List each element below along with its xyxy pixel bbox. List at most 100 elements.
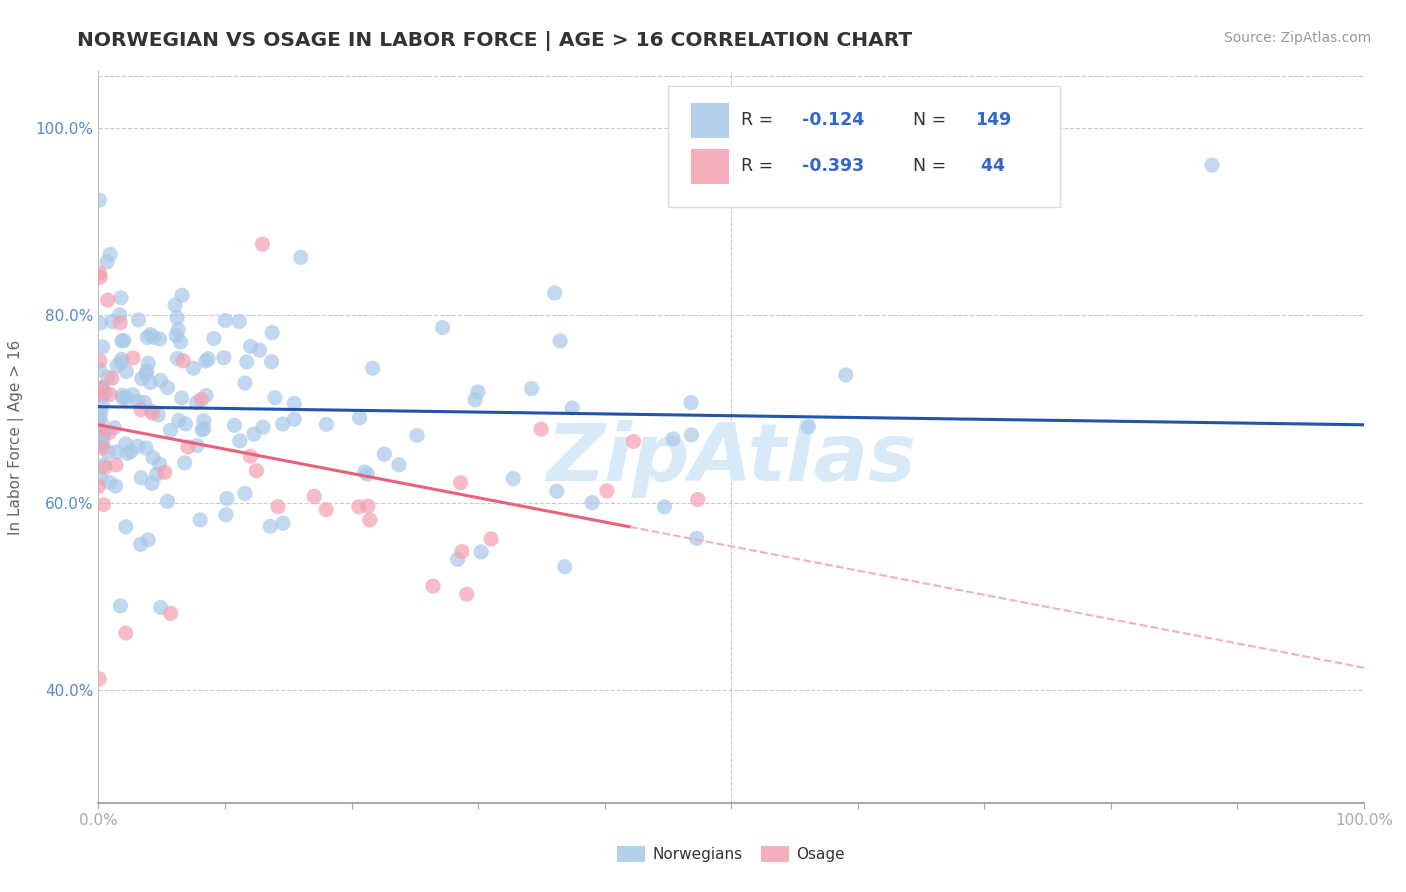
Point [104,479,127,493]
Point [243,427,266,442]
Point [290,251,312,265]
Point [139,327,162,342]
Point [91,435,114,450]
Point [115,391,138,405]
Point [166,310,188,325]
Point [110,352,132,367]
Point [446,552,468,566]
Point [194,354,217,368]
Legend: Norwegians, Osage: Norwegians, Osage [612,840,851,868]
Point [156,381,179,395]
Point [252,420,274,434]
Point [141,476,163,491]
Point [136,356,159,370]
Point [108,308,131,322]
Point [87,411,110,425]
Point [91,389,114,403]
Point [167,322,190,336]
Point [195,389,218,403]
Point [183,361,205,376]
Point [432,320,454,334]
Point [89,354,111,368]
Text: -0.124: -0.124 [801,112,865,129]
Point [135,364,157,378]
Point [149,373,172,387]
Point [271,516,294,530]
Point [681,395,703,409]
Text: N =: N = [914,158,952,176]
Point [165,298,187,312]
Point [235,355,257,369]
Point [127,439,149,453]
Point [94,386,117,401]
Point [353,465,375,479]
Point [271,417,294,431]
Text: NORWEGIAN VS OSAGE IN LABOR FORCE | AGE > 16 CORRELATION CHART: NORWEGIAN VS OSAGE IN LABOR FORCE | AGE … [77,31,912,51]
Point [267,500,290,514]
Point [91,340,114,354]
Point [141,404,163,418]
Point [136,330,159,344]
Point [128,313,150,327]
Point [249,343,271,358]
Point [111,388,134,402]
Y-axis label: In Labor Force | Age > 16: In Labor Force | Age > 16 [8,340,24,534]
Text: R =: R = [741,158,779,176]
Point [153,466,176,480]
Point [681,427,703,442]
Text: Source: ZipAtlas.com: Source: ZipAtlas.com [1223,31,1371,45]
Point [188,513,211,527]
Point [654,500,676,514]
Point [229,434,252,448]
Point [87,433,110,447]
Point [167,413,190,427]
Point [239,339,262,353]
Point [197,351,219,366]
Point [110,316,132,330]
Point [115,365,138,379]
Point [93,425,115,439]
Point [97,445,120,459]
Point [165,328,187,343]
Point [127,394,149,409]
Point [202,331,225,345]
Text: -0.393: -0.393 [801,158,865,176]
Point [111,355,134,369]
Point [129,537,152,551]
Point [89,266,111,280]
Point [159,607,181,621]
Point [467,384,489,399]
Point [456,587,478,601]
Point [93,458,115,472]
Point [114,626,136,640]
Point [105,359,128,373]
Point [361,361,384,376]
Point [105,458,128,472]
Point [347,500,370,514]
Point [233,486,256,500]
Point [373,447,395,461]
Point [114,437,136,451]
Point [134,395,156,409]
Text: N =: N = [914,112,952,129]
Point [172,354,194,368]
Text: 44: 44 [976,158,1005,176]
Point [530,422,553,436]
Point [479,532,502,546]
Point [98,425,121,440]
Point [212,351,235,365]
Point [90,381,112,395]
Point [193,422,215,436]
Point [139,376,162,390]
Point [451,544,474,558]
Point [422,579,444,593]
Point [87,387,110,401]
Point [87,479,110,493]
Point [121,388,143,402]
Point [91,442,114,456]
Point [89,429,111,443]
Point [111,334,134,348]
Point [596,483,619,498]
Point [686,532,709,546]
Point [142,450,165,465]
